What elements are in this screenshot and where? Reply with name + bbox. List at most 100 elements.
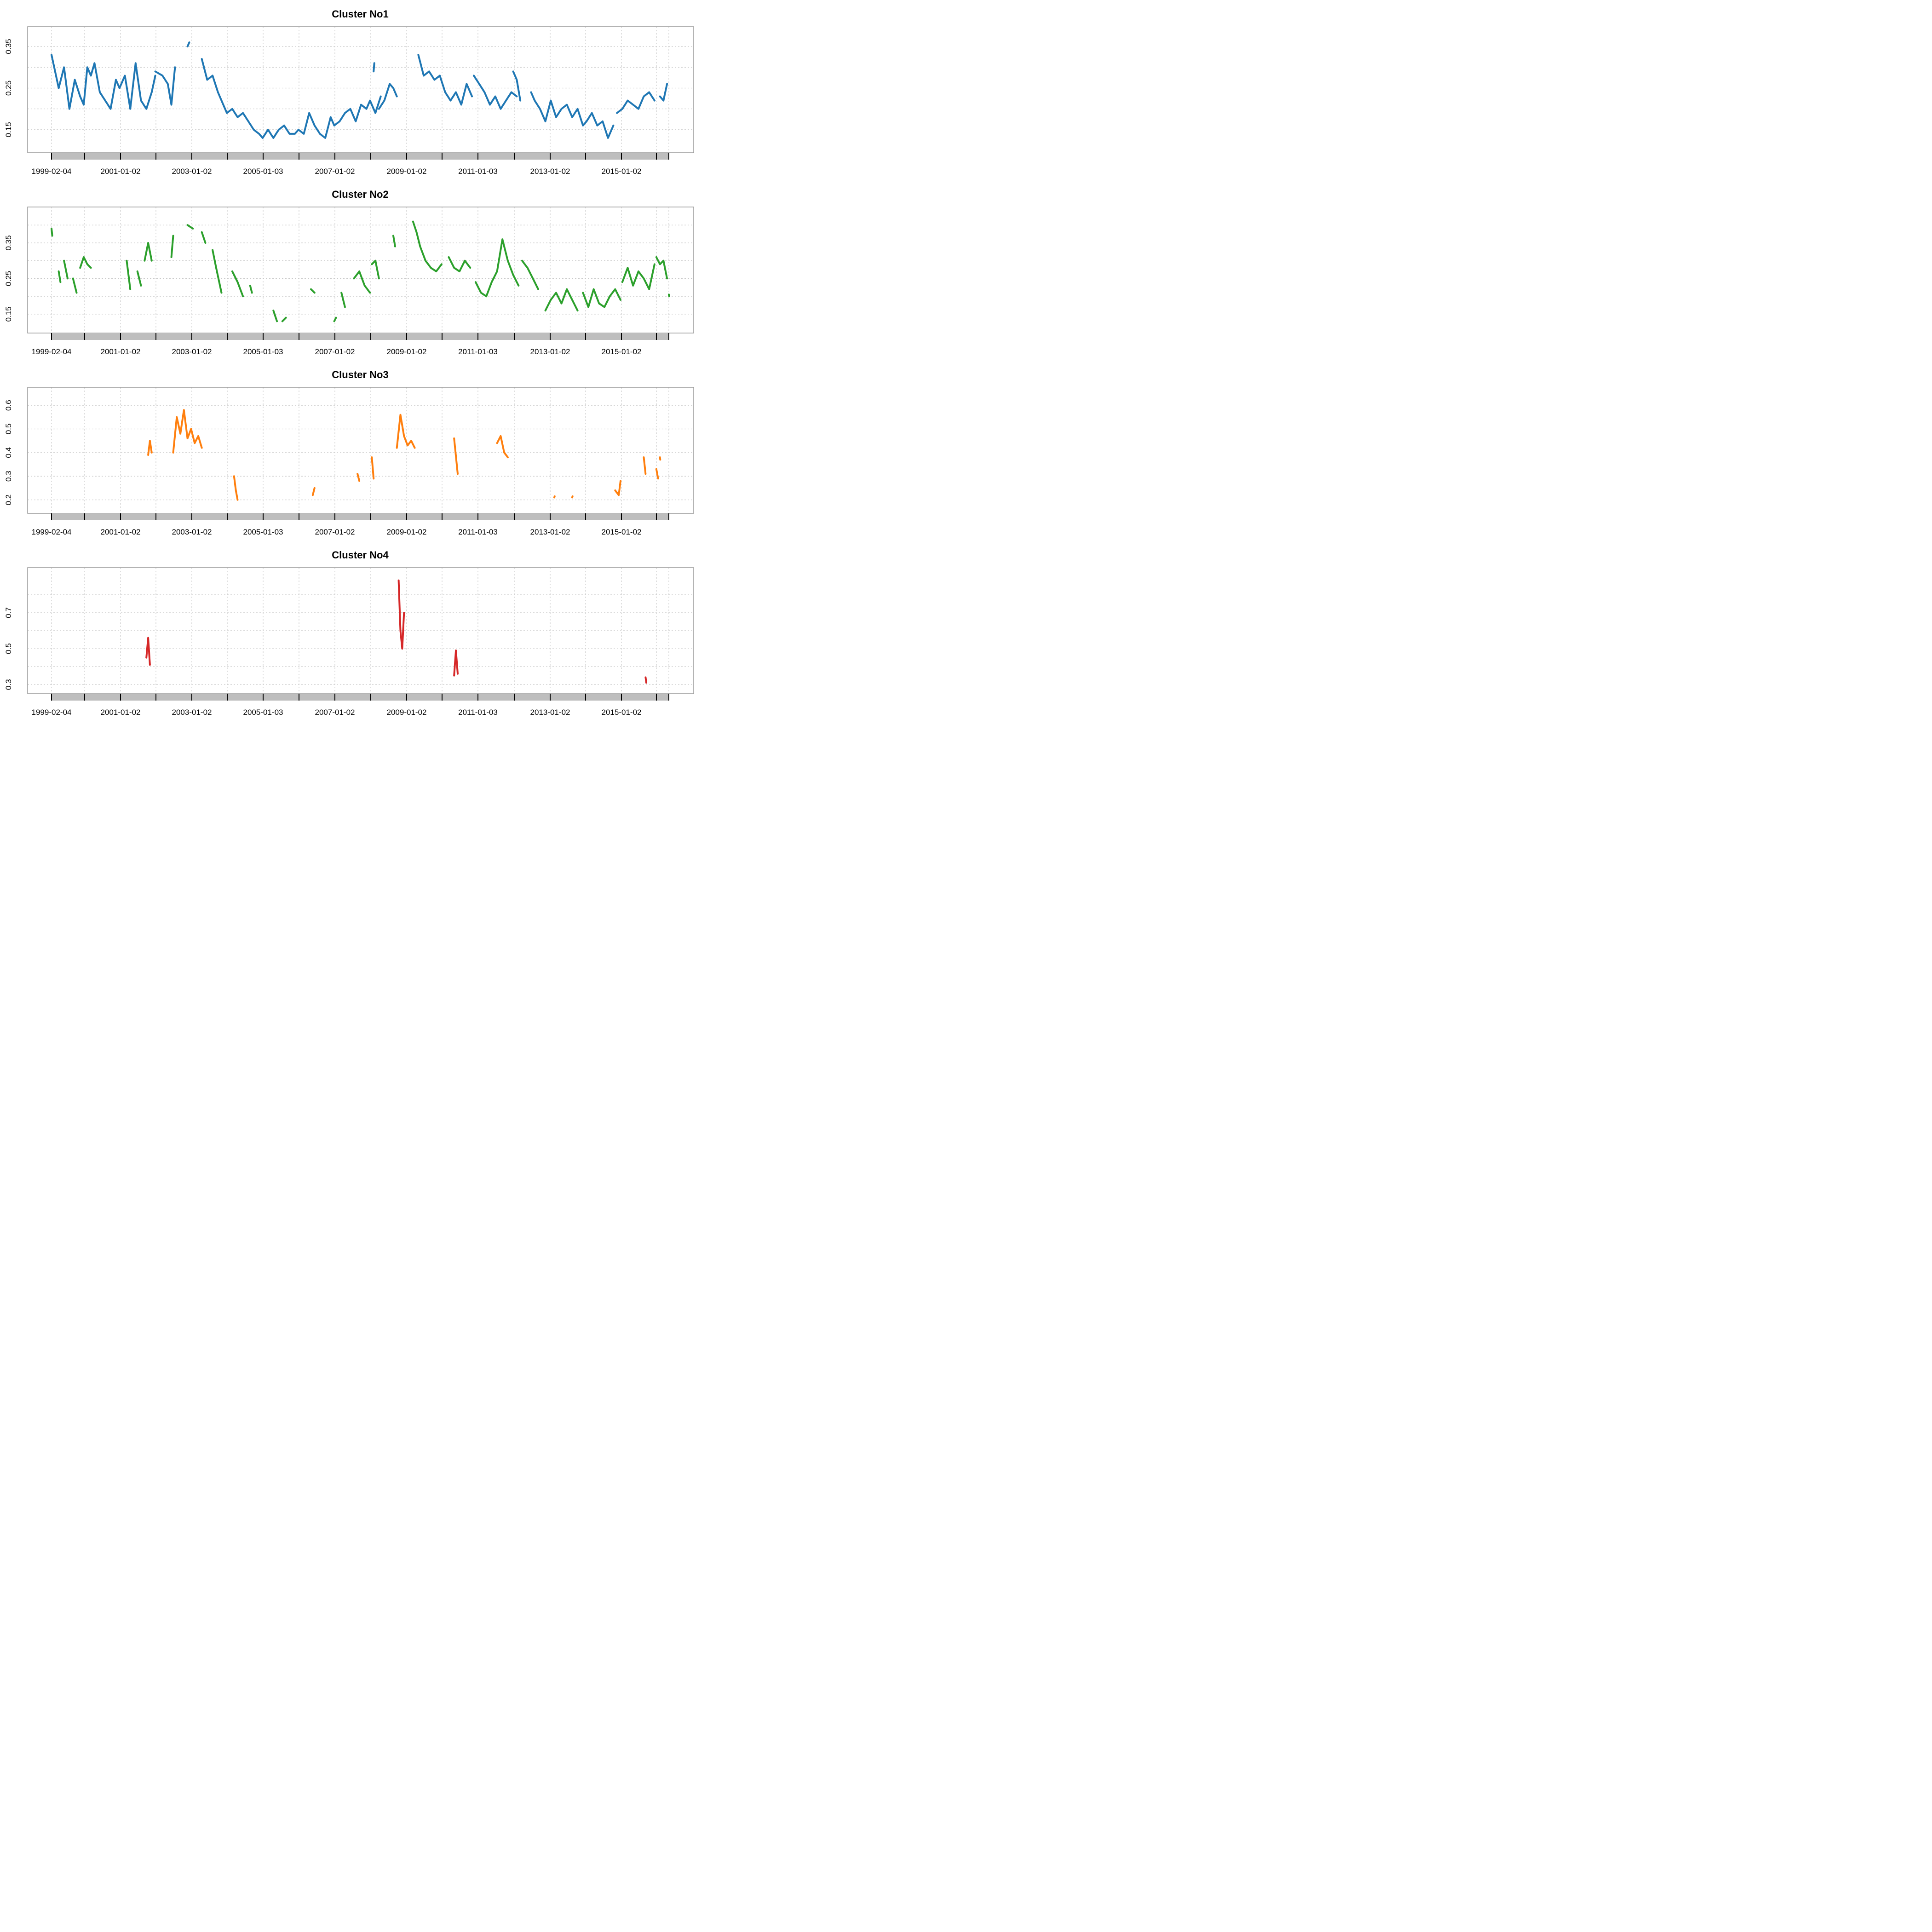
series-segment [378,83,398,110]
series-segment [371,259,380,280]
series-segment [212,249,223,294]
series-segment [473,75,518,110]
x-tick-label: 2013-01-02 [530,528,570,536]
y-tick-label: 0.3 [4,679,13,690]
series-segment [233,475,239,501]
x-tick-label: 2005-01-03 [243,167,283,176]
x-axis-band [52,513,669,520]
x-tick-label: 2011-01-03 [458,167,498,176]
series-segment [272,310,278,322]
x-tick-label: 2005-01-03 [243,708,283,717]
series-segment [553,495,556,499]
series-segment [58,270,62,283]
x-tick-label: 2011-01-03 [458,347,498,356]
series-segment [126,259,132,290]
series-segment [397,579,405,650]
series-segment [530,91,615,139]
series-segment [249,284,253,294]
chart-panel-3: Cluster No3 0.2 0.3 0.4 0.5 0.6 1999-02-04 2001… [4,369,694,536]
chart-title: Cluster No3 [332,369,388,380]
series-segment [544,288,579,312]
series-segment [453,650,459,677]
series-segment [659,456,661,461]
y-tick-label: 0.35 [4,235,13,250]
x-tick-label: 1999-02-04 [32,167,72,176]
series-cluster-no1 [51,41,668,139]
series-segment [643,456,647,475]
x-tick-label: 1999-02-04 [32,708,72,717]
y-tick-label: 0.15 [4,306,13,322]
chart-panel-2: Cluster No2 0.15 0.25 0.35 1999-02-04 2001-01… [4,189,694,356]
x-tick-label: 2001-01-02 [101,167,141,176]
series-segment [147,440,153,456]
x-tick-label: 2009-01-02 [387,708,427,717]
series-segment [79,256,92,269]
cluster-charts: Cluster No1 0.15 0.25 0.35 1999-02-04 2001-01… [4,8,694,717]
x-tick-label: 2011-01-03 [458,528,498,536]
x-tick-label: 2009-01-02 [387,528,427,536]
series-segment [186,224,194,230]
series-segment [144,242,153,262]
series-segment [614,480,621,496]
series-segment [659,83,668,102]
y-tick-label: 0.15 [4,122,13,137]
x-tick-label: 2001-01-02 [101,708,141,717]
series-cluster-no4 [145,579,647,684]
x-tick-label: 2001-01-02 [101,528,141,536]
y-tick-label: 0.25 [4,271,13,286]
series-segment [616,91,656,114]
series-segment [417,54,473,106]
series-segment [51,54,156,110]
plot-frame [27,387,694,514]
series-segment [496,435,509,459]
series-segment [474,238,520,298]
series-segment [448,256,472,272]
x-tick-label: 2013-01-02 [530,347,570,356]
series-segment [172,409,203,454]
x-tick-label: 2007-01-02 [315,708,355,717]
y-tick-label: 0.25 [4,80,13,96]
series-segment [396,414,416,449]
y-tick-label: 0.3 [4,471,13,482]
series-segment [170,235,174,258]
series-segment [353,270,371,294]
series-segment [512,70,522,102]
x-tick-label: 2009-01-02 [387,167,427,176]
x-tick-label: 2001-01-02 [101,347,141,356]
series-segment [201,231,207,244]
series-segment [63,259,69,280]
x-tick-label: 2003-01-02 [172,347,212,356]
x-tick-label: 2011-01-03 [458,708,498,717]
series-segment [281,316,287,322]
x-axis-band [52,694,669,701]
x-tick-label: 2015-01-02 [602,167,642,176]
y-tick-label: 0.4 [4,447,13,458]
x-tick-label: 2005-01-03 [243,347,283,356]
series-segment [655,468,659,480]
series-segment [453,437,459,475]
x-tick-label: 2013-01-02 [530,708,570,717]
x-tick-label: 2009-01-02 [387,347,427,356]
y-tick-label: 0.6 [4,400,13,411]
series-segment [145,637,151,666]
y-tick-label: 0.7 [4,607,13,618]
x-tick-label: 2013-01-02 [530,167,570,176]
series-segment [136,270,142,287]
x-tick-label: 1999-02-04 [32,347,72,356]
chart-title: Cluster No2 [332,189,388,200]
chart-title: Cluster No4 [332,549,389,561]
x-tick-label: 2005-01-03 [243,528,283,536]
series-segment [655,256,668,280]
series-segment [521,259,539,290]
x-tick-label: 2003-01-02 [172,167,212,176]
chart-panel-1: Cluster No1 0.15 0.25 0.35 1999-02-04 2001-01… [4,8,694,176]
series-segment [333,316,337,322]
series-segment [644,676,647,684]
y-tick-label: 0.35 [4,39,13,54]
x-tick-label: 2015-01-02 [602,708,642,717]
series-segment [356,473,361,482]
x-tick-label: 2003-01-02 [172,528,212,536]
series-segment [310,288,316,294]
series-segment [154,66,176,106]
x-tick-label: 2003-01-02 [172,708,212,717]
